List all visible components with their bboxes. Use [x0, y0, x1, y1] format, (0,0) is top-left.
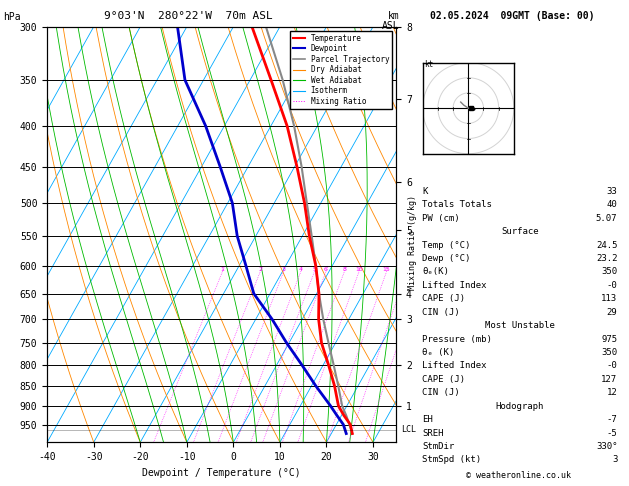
Text: 5.07: 5.07 [596, 214, 618, 223]
Text: km
ASL: km ASL [382, 11, 399, 31]
Text: 23.2: 23.2 [596, 254, 618, 263]
Legend: Temperature, Dewpoint, Parcel Trajectory, Dry Adiabat, Wet Adiabat, Isotherm, Mi: Temperature, Dewpoint, Parcel Trajectory… [290, 31, 392, 109]
Text: 127: 127 [601, 375, 618, 384]
Text: SREH: SREH [422, 429, 444, 437]
Text: 15: 15 [382, 267, 391, 272]
Text: 24.5: 24.5 [596, 241, 618, 250]
Text: 350: 350 [601, 348, 618, 357]
Text: CIN (J): CIN (J) [422, 308, 460, 317]
Text: -7: -7 [606, 415, 618, 424]
Text: PW (cm): PW (cm) [422, 214, 460, 223]
Text: 8: 8 [342, 267, 346, 272]
Text: StmDir: StmDir [422, 442, 455, 451]
Text: 3: 3 [612, 455, 618, 464]
Text: 29: 29 [606, 308, 618, 317]
Text: Pressure (mb): Pressure (mb) [422, 334, 493, 344]
Text: 02.05.2024  09GMT (Base: 00): 02.05.2024 09GMT (Base: 00) [430, 11, 595, 21]
Text: 4: 4 [299, 267, 303, 272]
Text: kt: kt [424, 60, 433, 69]
Text: Dewp (°C): Dewp (°C) [422, 254, 470, 263]
Text: θₑ (K): θₑ (K) [422, 348, 455, 357]
Text: 3: 3 [282, 267, 286, 272]
Text: CIN (J): CIN (J) [422, 388, 460, 397]
Text: K: K [422, 187, 428, 196]
Text: 1: 1 [221, 267, 225, 272]
Text: StmSpd (kt): StmSpd (kt) [422, 455, 481, 464]
Text: 6: 6 [324, 267, 328, 272]
Text: LCL: LCL [401, 425, 416, 434]
Text: 350: 350 [601, 267, 618, 277]
Text: Most Unstable: Most Unstable [485, 321, 555, 330]
Text: Surface: Surface [501, 227, 538, 236]
Text: 2: 2 [259, 267, 262, 272]
Text: -5: -5 [606, 429, 618, 437]
Text: 975: 975 [601, 334, 618, 344]
Text: CAPE (J): CAPE (J) [422, 375, 465, 384]
Text: EH: EH [422, 415, 433, 424]
Text: 12: 12 [606, 388, 618, 397]
Text: CAPE (J): CAPE (J) [422, 295, 465, 303]
Text: -0: -0 [606, 281, 618, 290]
X-axis label: Dewpoint / Temperature (°C): Dewpoint / Temperature (°C) [142, 468, 301, 478]
Text: Mixing Ratio (g/kg): Mixing Ratio (g/kg) [408, 195, 416, 291]
Text: θₑ(K): θₑ(K) [422, 267, 449, 277]
Text: 113: 113 [601, 295, 618, 303]
Text: 10: 10 [355, 267, 363, 272]
Text: 33: 33 [606, 187, 618, 196]
Text: Totals Totals: Totals Totals [422, 200, 493, 209]
Text: 5: 5 [313, 267, 316, 272]
Text: 9°03'N  280°22'W  70m ASL: 9°03'N 280°22'W 70m ASL [104, 11, 273, 21]
Text: 330°: 330° [596, 442, 618, 451]
Text: © weatheronline.co.uk: © weatheronline.co.uk [467, 471, 571, 480]
Text: Temp (°C): Temp (°C) [422, 241, 470, 250]
Text: 40: 40 [606, 200, 618, 209]
Text: Lifted Index: Lifted Index [422, 362, 487, 370]
Text: hPa: hPa [3, 12, 21, 22]
Text: Lifted Index: Lifted Index [422, 281, 487, 290]
Text: -0: -0 [606, 362, 618, 370]
Text: Hodograph: Hodograph [496, 401, 544, 411]
